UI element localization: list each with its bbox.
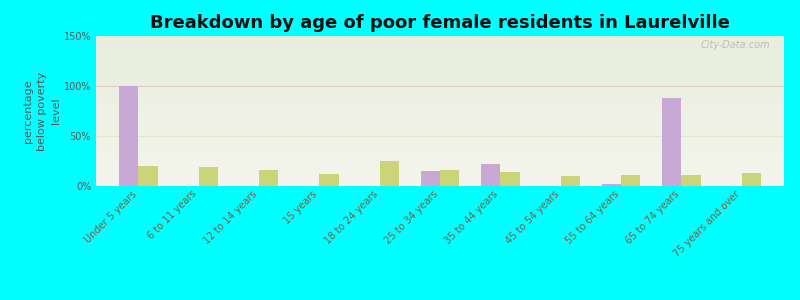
Bar [662, 98, 682, 186]
Bar [440, 170, 459, 186]
Y-axis label: percentage
below poverty
level: percentage below poverty level [22, 71, 61, 151]
Bar [119, 86, 138, 186]
Bar [259, 170, 278, 186]
Title: Breakdown by age of poor female residents in Laurelville: Breakdown by age of poor female resident… [150, 14, 730, 32]
Bar [602, 184, 621, 186]
Bar [682, 175, 701, 186]
Bar [319, 174, 338, 186]
Bar [421, 171, 440, 186]
Bar [138, 166, 158, 186]
Text: City-Data.com: City-Data.com [701, 40, 770, 50]
Bar [500, 172, 520, 186]
Bar [742, 173, 761, 186]
Bar [561, 176, 580, 186]
Bar [481, 164, 500, 186]
Bar [621, 175, 640, 186]
Bar [380, 161, 399, 186]
Bar [198, 167, 218, 186]
